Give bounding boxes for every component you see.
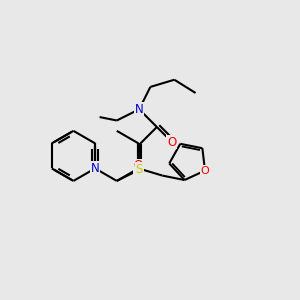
- Text: N: N: [135, 103, 144, 116]
- Text: O: O: [201, 166, 209, 176]
- Text: S: S: [136, 163, 143, 176]
- Text: N: N: [134, 162, 143, 175]
- Text: O: O: [167, 136, 176, 148]
- Text: N: N: [91, 162, 100, 175]
- Text: O: O: [134, 159, 143, 172]
